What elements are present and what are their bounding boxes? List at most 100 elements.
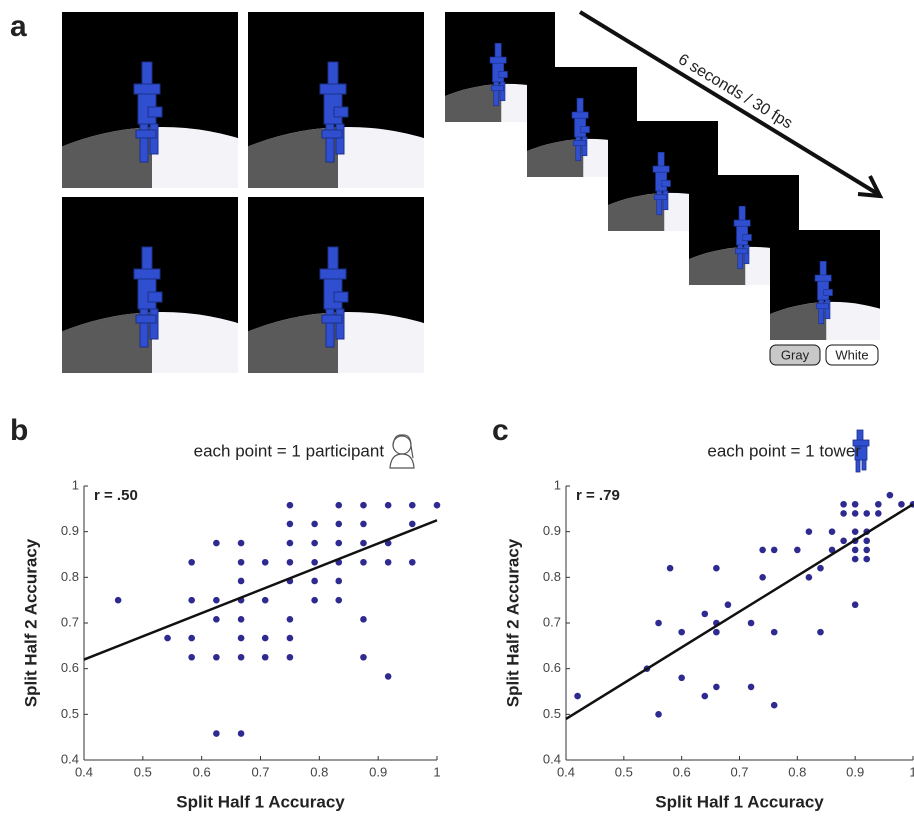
point bbox=[360, 521, 367, 528]
point bbox=[287, 521, 294, 528]
x-tick-label: 0.9 bbox=[846, 764, 864, 779]
point bbox=[759, 574, 766, 581]
point bbox=[434, 502, 441, 509]
point bbox=[898, 501, 905, 508]
y-tick-label: 0.8 bbox=[61, 569, 79, 584]
stat-label: r = .79 bbox=[576, 487, 620, 504]
x-tick-label: 0.7 bbox=[251, 764, 269, 779]
point bbox=[238, 559, 245, 566]
point bbox=[213, 597, 220, 604]
point bbox=[806, 574, 813, 581]
point bbox=[725, 601, 732, 608]
point bbox=[213, 540, 220, 547]
point bbox=[385, 559, 392, 566]
y-axis-label: Split Half 2 Accuracy bbox=[503, 538, 522, 707]
y-tick-label: 0.5 bbox=[61, 706, 79, 721]
point bbox=[238, 616, 245, 623]
point bbox=[188, 597, 195, 604]
point bbox=[311, 578, 318, 585]
point bbox=[655, 620, 662, 627]
point bbox=[817, 629, 824, 636]
point bbox=[806, 528, 813, 535]
x-tick-label: 0.8 bbox=[788, 764, 806, 779]
point bbox=[335, 502, 342, 509]
point bbox=[213, 616, 220, 623]
point bbox=[311, 521, 318, 528]
point bbox=[655, 711, 662, 718]
point bbox=[863, 510, 870, 517]
point bbox=[385, 502, 392, 509]
point bbox=[360, 616, 367, 623]
point bbox=[360, 559, 367, 566]
y-tick-label: 0.7 bbox=[61, 614, 79, 629]
point bbox=[238, 654, 245, 661]
x-tick-label: 0.7 bbox=[730, 764, 748, 779]
point bbox=[759, 547, 766, 554]
point bbox=[287, 616, 294, 623]
x-tick-label: 0.4 bbox=[75, 764, 93, 779]
point bbox=[287, 635, 294, 642]
point bbox=[840, 501, 847, 508]
button-label[interactable]: Gray bbox=[781, 347, 810, 362]
button-label[interactable]: White bbox=[835, 347, 868, 362]
y-tick-label: 0.6 bbox=[543, 660, 561, 675]
y-tick-label: 0.7 bbox=[543, 614, 561, 629]
point bbox=[852, 547, 859, 554]
point bbox=[335, 578, 342, 585]
y-tick-label: 0.5 bbox=[543, 706, 561, 721]
point bbox=[188, 559, 195, 566]
point bbox=[335, 540, 342, 547]
point bbox=[360, 654, 367, 661]
point bbox=[678, 675, 685, 682]
point bbox=[852, 510, 859, 517]
point bbox=[702, 693, 709, 700]
point bbox=[188, 654, 195, 661]
point bbox=[262, 654, 269, 661]
trend-line bbox=[84, 520, 437, 659]
y-tick-label: 1 bbox=[554, 477, 561, 492]
point bbox=[713, 565, 720, 572]
point bbox=[667, 565, 674, 572]
point bbox=[238, 635, 245, 642]
participant-icon bbox=[390, 435, 414, 468]
trend-line bbox=[566, 504, 913, 719]
y-tick-label: 0.9 bbox=[543, 523, 561, 538]
point bbox=[713, 629, 720, 636]
point bbox=[875, 501, 882, 508]
annotation: each point = 1 participant bbox=[194, 441, 385, 460]
point bbox=[287, 502, 294, 509]
point bbox=[287, 540, 294, 547]
x-axis-label: Split Half 1 Accuracy bbox=[176, 792, 345, 811]
point bbox=[840, 538, 847, 545]
y-tick-label: 0.8 bbox=[543, 569, 561, 584]
point bbox=[713, 684, 720, 691]
point bbox=[311, 540, 318, 547]
point bbox=[262, 635, 269, 642]
x-tick-label: 0.5 bbox=[615, 764, 633, 779]
point bbox=[748, 620, 755, 627]
point bbox=[311, 597, 318, 604]
y-tick-label: 0.9 bbox=[61, 523, 79, 538]
panel-label: a bbox=[10, 10, 27, 43]
point bbox=[385, 673, 392, 680]
point bbox=[887, 492, 894, 499]
x-tick-label: 1 bbox=[433, 764, 440, 779]
stat-label: r = .50 bbox=[94, 487, 138, 504]
point bbox=[852, 528, 859, 535]
point bbox=[678, 629, 685, 636]
point bbox=[238, 730, 245, 737]
point bbox=[287, 559, 294, 566]
x-tick-label: 0.8 bbox=[310, 764, 328, 779]
point bbox=[335, 597, 342, 604]
panel-label: c bbox=[492, 414, 509, 447]
point bbox=[817, 565, 824, 572]
point bbox=[262, 597, 269, 604]
annotation: each point = 1 tower bbox=[707, 441, 861, 460]
panel-label: b bbox=[10, 414, 28, 447]
point bbox=[115, 597, 122, 604]
point bbox=[287, 654, 294, 661]
point bbox=[875, 510, 882, 517]
x-tick-label: 0.5 bbox=[134, 764, 152, 779]
point bbox=[829, 528, 836, 535]
